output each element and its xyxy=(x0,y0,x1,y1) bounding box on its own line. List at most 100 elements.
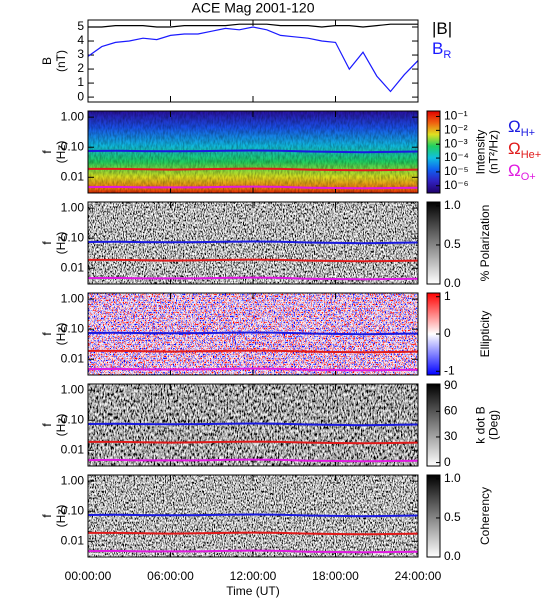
legend-subscript: H+ xyxy=(521,127,535,139)
y-axis-label: f xyxy=(40,423,54,427)
colorbar-tick-label: 10⁻⁴ xyxy=(444,150,469,164)
y-axis-label: (Hz) xyxy=(54,232,68,255)
series-group xyxy=(88,422,418,463)
colorbar-label: (nT²/Hz) xyxy=(487,130,501,174)
colorbar xyxy=(426,201,441,285)
colorbar-tick-label: 0.0 xyxy=(444,276,461,290)
y-axis-label: (Hz) xyxy=(54,141,68,164)
y-tick-label: 0.01 xyxy=(61,169,85,183)
colorbar xyxy=(426,383,441,467)
colorbar-tick-label: 1 xyxy=(444,289,451,303)
series-line xyxy=(88,331,418,336)
colorbar-label: Coherency xyxy=(478,487,492,545)
y-tick-label: 1.00 xyxy=(61,473,85,487)
series-line xyxy=(88,23,418,28)
colorbar-tick-label: 90 xyxy=(444,378,458,392)
colorbar-tick-label: 10⁻² xyxy=(444,123,468,137)
colorbar-tick-label: 10⁻³ xyxy=(444,136,468,150)
series-line xyxy=(88,276,418,281)
y-tick-label: 0.10 xyxy=(61,139,85,153)
series-line xyxy=(88,149,418,154)
x-axis-label: Time (UT) xyxy=(226,584,280,598)
y-axis-label: f xyxy=(40,150,54,154)
series-line xyxy=(88,185,418,190)
series-line xyxy=(88,349,418,354)
y-tick-label: 0 xyxy=(77,89,84,103)
chart-title: ACE Mag 2001-120 xyxy=(192,0,315,16)
series-line xyxy=(88,422,418,427)
y-tick-label: 4 xyxy=(77,33,84,47)
legend-name: |B| xyxy=(432,19,452,38)
colorbar-label: k dot B xyxy=(474,406,488,443)
series-line xyxy=(88,258,418,263)
y-axis-label: f xyxy=(40,332,54,336)
colorbar xyxy=(426,474,441,558)
y-tick-label: 0.10 xyxy=(61,230,85,244)
legend-entry: ΩH+ xyxy=(508,117,535,138)
colorbar-tick-label: 1.0 xyxy=(444,198,461,212)
colorbar-label: % Polarization xyxy=(478,205,492,282)
colorbar-label: (Deg) xyxy=(487,410,501,440)
x-tick-label: 18:00:00 xyxy=(312,569,359,583)
colorbar-tick-label: -1 xyxy=(444,363,455,377)
legend-name: Ω xyxy=(508,117,521,136)
colorbar-tick-label: 60 xyxy=(444,404,458,418)
series-line xyxy=(88,167,418,172)
plot-frame xyxy=(87,19,419,103)
y-tick-label: 0.01 xyxy=(61,351,85,365)
series-group xyxy=(88,240,418,281)
series-group xyxy=(88,23,418,93)
legend-name: Ω xyxy=(508,161,521,180)
y-axis-label: f xyxy=(40,241,54,245)
x-tick-label: 06:00:00 xyxy=(147,569,194,583)
y-axis-label: (Hz) xyxy=(54,505,68,528)
series-group xyxy=(88,331,418,372)
legend-name: B xyxy=(432,39,443,58)
series-line xyxy=(88,458,418,463)
y-tick-label: 1 xyxy=(77,75,84,89)
y-tick-label: 0.01 xyxy=(61,442,85,456)
series-group xyxy=(88,149,418,190)
y-tick-label: 0.10 xyxy=(61,412,85,426)
colorbar-tick-label: 10⁻⁵ xyxy=(444,164,469,178)
legend-entry: |B| xyxy=(432,19,452,38)
plot-frame xyxy=(87,201,419,285)
y-axis-label: (Hz) xyxy=(54,323,68,346)
y-tick-label: 1.00 xyxy=(61,382,85,396)
colorbar-tick-label: 0.5 xyxy=(444,237,461,251)
panel: 1.00 0.10 0.01 f (Hz) 0.0 0.5 1.0 % Polarization xyxy=(40,198,492,290)
series-line xyxy=(88,367,418,372)
colorbar-tick-label: 1.0 xyxy=(444,471,461,485)
y-tick-label: 1.00 xyxy=(61,109,85,123)
y-tick-label: 1.00 xyxy=(61,200,85,214)
legend-name: Ω xyxy=(508,139,521,158)
colorbar-tick-label: 0.5 xyxy=(444,510,461,524)
y-tick-label: 2 xyxy=(77,61,84,75)
series-line xyxy=(88,240,418,245)
series-line xyxy=(88,549,418,554)
y-tick-label: 3 xyxy=(77,47,84,61)
colorbar-tick-label: 0 xyxy=(444,455,451,469)
colorbar-label: Intensity xyxy=(474,130,488,175)
colorbar-tick-label: 10⁻⁶ xyxy=(444,178,469,192)
x-tick-label: 24:00:00 xyxy=(395,569,442,583)
series-group xyxy=(88,513,418,554)
colorbar-tick-label: 10⁻¹ xyxy=(444,109,468,123)
y-tick-label: 0.10 xyxy=(61,503,85,517)
legend-entry: BR xyxy=(432,39,451,60)
legend-subscript: He+ xyxy=(521,149,542,161)
colorbar xyxy=(426,110,441,194)
y-tick-label: 5 xyxy=(77,19,84,33)
legend-subscript: R xyxy=(443,49,451,61)
colorbar-tick-label: 0 xyxy=(444,326,451,340)
colorbar-label: Ellipticity xyxy=(478,311,492,358)
legend-subscript: O+ xyxy=(521,171,536,183)
y-axis-label: (Hz) xyxy=(54,414,68,437)
series-line xyxy=(88,26,418,93)
series-line xyxy=(88,513,418,518)
colorbar-tick-label: 30 xyxy=(444,429,458,443)
panel: 1.00 0.10 0.01 f (Hz) 90 60 30 0 k dot B (Deg) xyxy=(40,378,501,469)
panel: 1.00 0.10 0.01 f (Hz) 1 0 -1 Ellipticity xyxy=(40,289,492,378)
